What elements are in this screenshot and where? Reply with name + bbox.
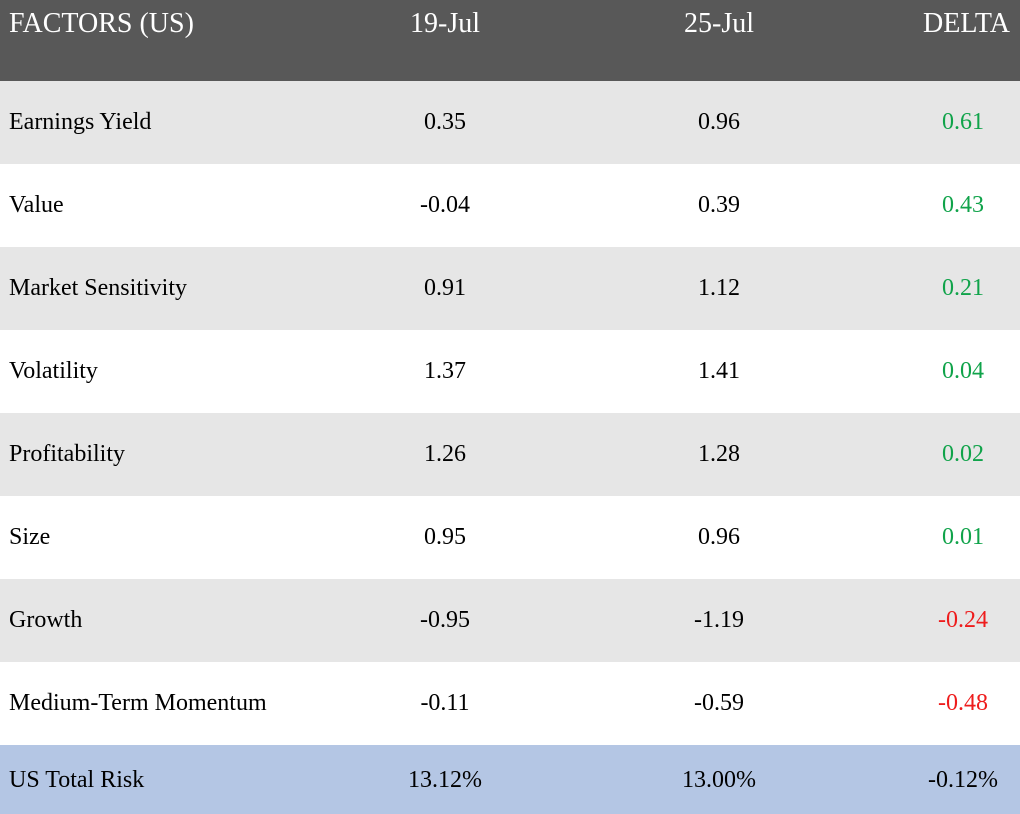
total-25-jul: 13.00% [682, 767, 756, 793]
delta-cell: 0.04 [942, 358, 984, 384]
factor-name-cell: Market Sensitivity [9, 275, 187, 301]
table-row: Medium-Term Momentum -0.11 -0.59 -0.48 [0, 662, 1020, 745]
table-row: Earnings Yield 0.35 0.96 0.61 [0, 81, 1020, 164]
value-19-jul-cell: 1.37 [424, 358, 466, 384]
total-19-jul: 13.12% [408, 767, 482, 793]
value-19-jul-cell: -0.04 [420, 192, 470, 218]
table-header: FACTORS (US) 19-Jul 25-Jul DELTA [0, 0, 1020, 81]
table-row: Value -0.04 0.39 0.43 [0, 164, 1020, 247]
header-19-jul: 19-Jul [410, 8, 480, 39]
table-row: Size 0.95 0.96 0.01 [0, 496, 1020, 579]
factor-name-cell: Medium-Term Momentum [9, 690, 267, 716]
delta-cell: 0.21 [942, 275, 984, 301]
factor-name-cell: Size [9, 524, 51, 550]
total-row: US Total Risk 13.12% 13.00% -0.12% [0, 745, 1020, 814]
table-row: Market Sensitivity 0.91 1.12 0.21 [0, 247, 1020, 330]
factor-name-cell: Volatility [9, 358, 98, 384]
value-19-jul-cell: 0.35 [424, 109, 466, 135]
delta-cell: 0.01 [942, 524, 984, 550]
value-19-jul-cell: 0.95 [424, 524, 466, 550]
factor-name-cell: Earnings Yield [9, 109, 152, 135]
delta-cell: -0.48 [938, 690, 988, 716]
value-25-jul-cell: -0.59 [694, 690, 744, 716]
value-25-jul-cell: 0.39 [698, 192, 740, 218]
value-19-jul-cell: -0.11 [420, 690, 470, 716]
factor-name-cell: Profitability [9, 441, 125, 467]
delta-cell: 0.02 [942, 441, 984, 467]
delta-cell: -0.24 [938, 607, 988, 633]
table-row: Volatility 1.37 1.41 0.04 [0, 330, 1020, 413]
value-25-jul-cell: 1.28 [698, 441, 740, 467]
header-25-jul: 25-Jul [684, 8, 754, 39]
value-25-jul-cell: 0.96 [698, 524, 740, 550]
total-delta: -0.12% [928, 767, 998, 793]
table-row: Growth -0.95 -1.19 -0.24 [0, 579, 1020, 662]
table-body: Earnings Yield 0.35 0.96 0.61 Value -0.04 0.39… [0, 81, 1020, 745]
header-delta: DELTA [923, 8, 1010, 39]
factor-name-cell: Value [9, 192, 64, 218]
table-row: Profitability 1.26 1.28 0.02 [0, 413, 1020, 496]
value-25-jul-cell: 1.41 [698, 358, 740, 384]
delta-cell: 0.61 [942, 109, 984, 135]
header-factors: FACTORS (US) [9, 8, 194, 39]
value-19-jul-cell: 0.91 [424, 275, 466, 301]
value-25-jul-cell: -1.19 [694, 607, 744, 633]
value-25-jul-cell: 0.96 [698, 109, 740, 135]
value-19-jul-cell: 1.26 [424, 441, 466, 467]
value-19-jul-cell: -0.95 [420, 607, 470, 633]
total-label: US Total Risk [9, 767, 145, 793]
factor-name-cell: Growth [9, 607, 83, 633]
value-25-jul-cell: 1.12 [698, 275, 740, 301]
delta-cell: 0.43 [942, 192, 984, 218]
